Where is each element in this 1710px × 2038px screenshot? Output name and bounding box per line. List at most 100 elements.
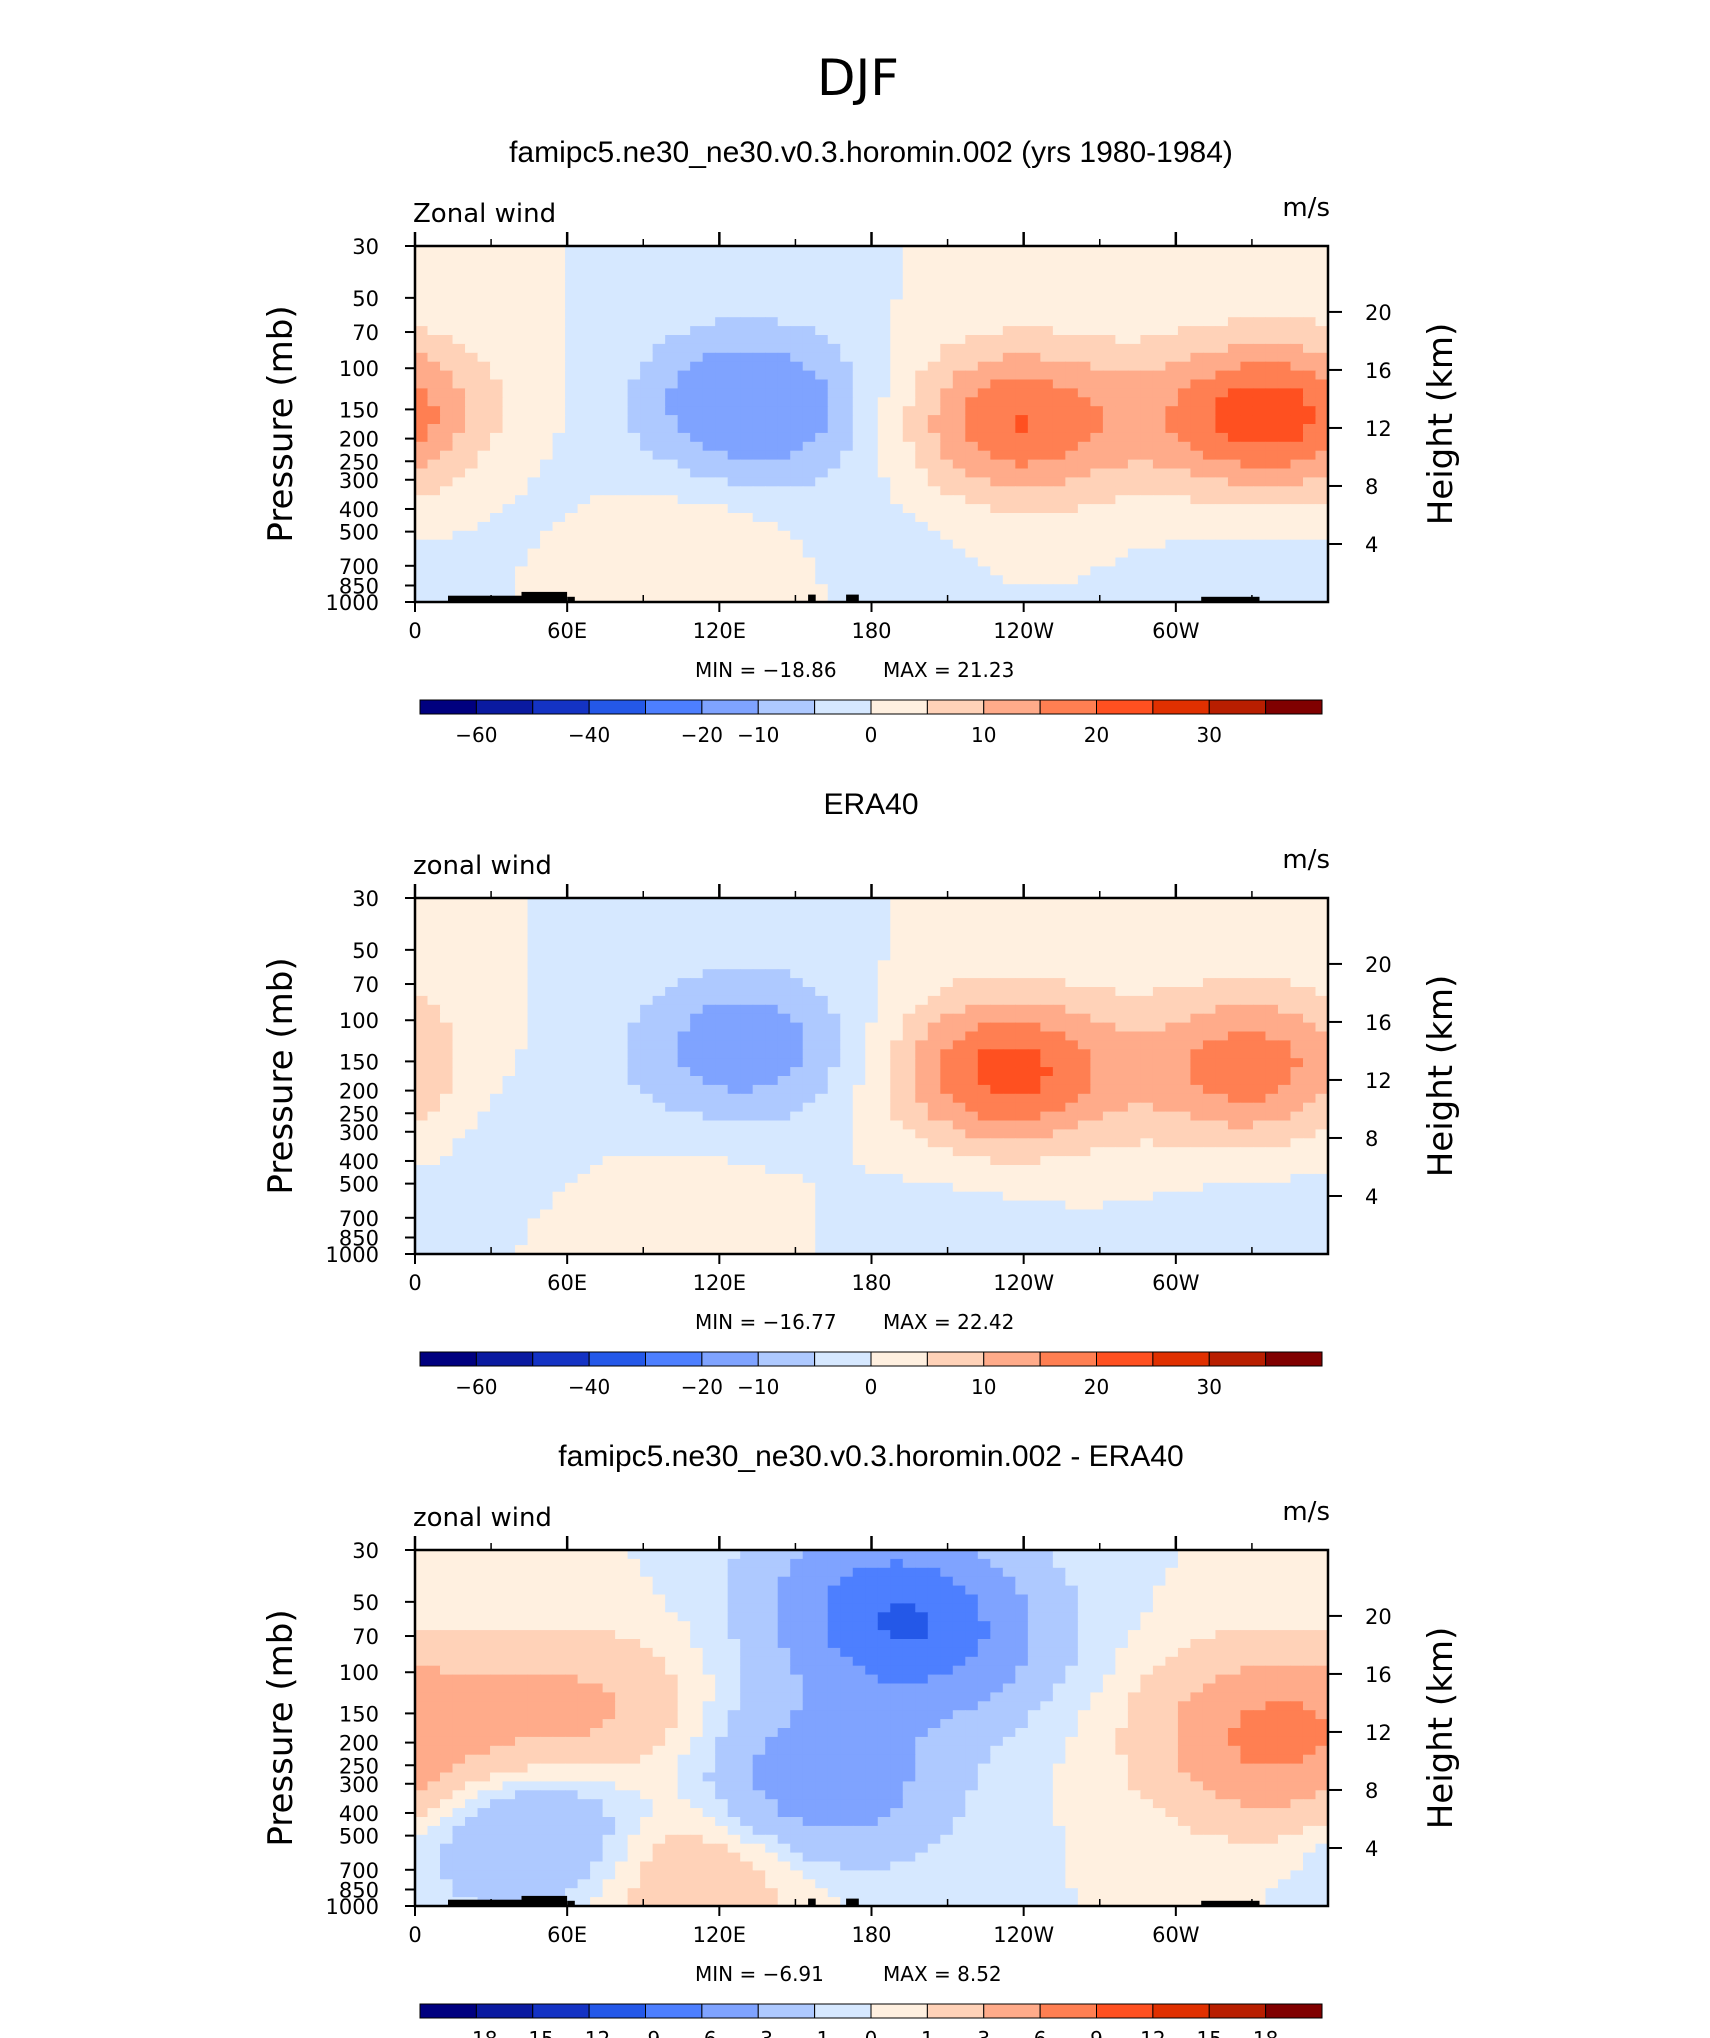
contour-cell <box>502 281 516 292</box>
contour-cell <box>1002 987 1016 997</box>
contour-cell <box>627 1022 641 1033</box>
contour-cell <box>527 513 541 523</box>
contour-cell <box>777 1058 791 1068</box>
contour-cell <box>1065 290 1079 300</box>
contour-cell <box>802 995 816 1006</box>
colorbar-box <box>1265 699 1323 715</box>
contour-cell <box>715 1040 729 1050</box>
contour-cell <box>952 557 966 567</box>
contour-cell <box>590 263 604 274</box>
contour-cell <box>715 584 729 594</box>
contour-cell <box>940 548 954 559</box>
contour-cell <box>965 379 979 389</box>
contour-cell <box>802 486 816 496</box>
contour-cell <box>690 1129 704 1139</box>
contour-cell <box>1190 415 1204 425</box>
contour-cell <box>1090 504 1104 514</box>
contour-cell <box>665 1040 679 1050</box>
contour-cell <box>927 960 941 970</box>
contour-cell <box>590 915 604 926</box>
contour-cell <box>690 263 704 274</box>
contour-cell <box>1240 557 1254 567</box>
contour-cell <box>815 263 829 274</box>
contour-cell <box>977 1120 991 1130</box>
contour-cell <box>627 1049 641 1059</box>
contour-cell <box>465 406 479 416</box>
contour-cell <box>752 987 766 997</box>
contour-cell <box>840 942 854 952</box>
contour-cell <box>665 1102 679 1113</box>
contour-cell <box>527 1093 541 1104</box>
contour-cell <box>640 263 654 274</box>
contour-cell <box>815 960 829 970</box>
y-tick-label: 850 <box>339 575 379 599</box>
contour-cell <box>902 521 916 532</box>
contour-cell <box>902 254 916 265</box>
contour-cell <box>527 415 541 425</box>
contour-cell <box>1302 1022 1317 1033</box>
contour-cell <box>827 486 841 496</box>
contour-cell <box>1315 557 1328 567</box>
contour-cell <box>1202 1084 1217 1095</box>
contour-cell <box>540 995 554 1006</box>
contour-cell <box>965 441 979 452</box>
contour-cell <box>1140 1040 1154 1050</box>
contour-cell <box>590 504 604 514</box>
contour-cell <box>577 933 591 944</box>
contour-cell <box>540 1076 554 1086</box>
contour-cell <box>615 915 629 926</box>
contour-cell <box>552 308 566 318</box>
contour-cell <box>1065 1022 1079 1033</box>
contour-cell <box>527 584 541 594</box>
contour-cell <box>1065 539 1079 550</box>
contour-cell <box>452 995 466 1006</box>
contour-cell <box>590 924 604 935</box>
contour-cell <box>1277 477 1292 487</box>
contour-cell <box>1152 960 1167 970</box>
contour-cell <box>1065 468 1079 478</box>
contour-cell <box>1015 1102 1029 1113</box>
contour-cell <box>952 924 966 935</box>
contour-cell <box>1277 539 1292 550</box>
contour-cell <box>752 308 766 318</box>
contour-cell <box>1140 352 1154 363</box>
contour-cell <box>940 1120 954 1130</box>
contour-cell <box>415 424 429 434</box>
contour-cell <box>1252 495 1267 505</box>
contour-cell <box>1040 290 1054 300</box>
contour-cell <box>1165 317 1179 327</box>
contour-cell <box>477 530 491 541</box>
contour-cell <box>577 566 591 576</box>
contour-cell <box>1040 477 1054 487</box>
contour-cell <box>415 379 429 389</box>
contour-cell <box>1127 1067 1141 1077</box>
contour-cell <box>652 379 666 389</box>
contour-cell <box>1240 1049 1254 1059</box>
contour-cell <box>627 951 641 961</box>
contour-cell <box>602 1040 616 1050</box>
contour-cell <box>752 1084 766 1095</box>
contour-cell <box>1002 1102 1016 1113</box>
contour-cell <box>1152 379 1167 389</box>
contour-cell <box>1140 432 1154 443</box>
contour-cell <box>940 308 954 318</box>
contour-cell <box>965 246 979 256</box>
contour-cell <box>1077 281 1091 292</box>
contour-cell <box>727 557 741 567</box>
contour-cell <box>1177 246 1192 256</box>
contour-cell <box>965 1013 979 1024</box>
contour-cell <box>927 450 941 461</box>
contour-cell <box>1002 584 1016 594</box>
contour-cell <box>565 281 579 292</box>
contour-cell <box>1065 1111 1079 1122</box>
contour-cell <box>1290 1067 1304 1077</box>
contour-cell <box>677 1031 691 1041</box>
contour-cell <box>1015 1111 1029 1122</box>
contour-cell <box>565 951 579 961</box>
contour-cell <box>590 1004 604 1015</box>
contour-cell <box>952 254 966 265</box>
contour-cell <box>990 530 1004 541</box>
contour-cell <box>902 432 916 443</box>
contour-cell <box>815 1049 829 1059</box>
contour-cell <box>1102 326 1116 336</box>
